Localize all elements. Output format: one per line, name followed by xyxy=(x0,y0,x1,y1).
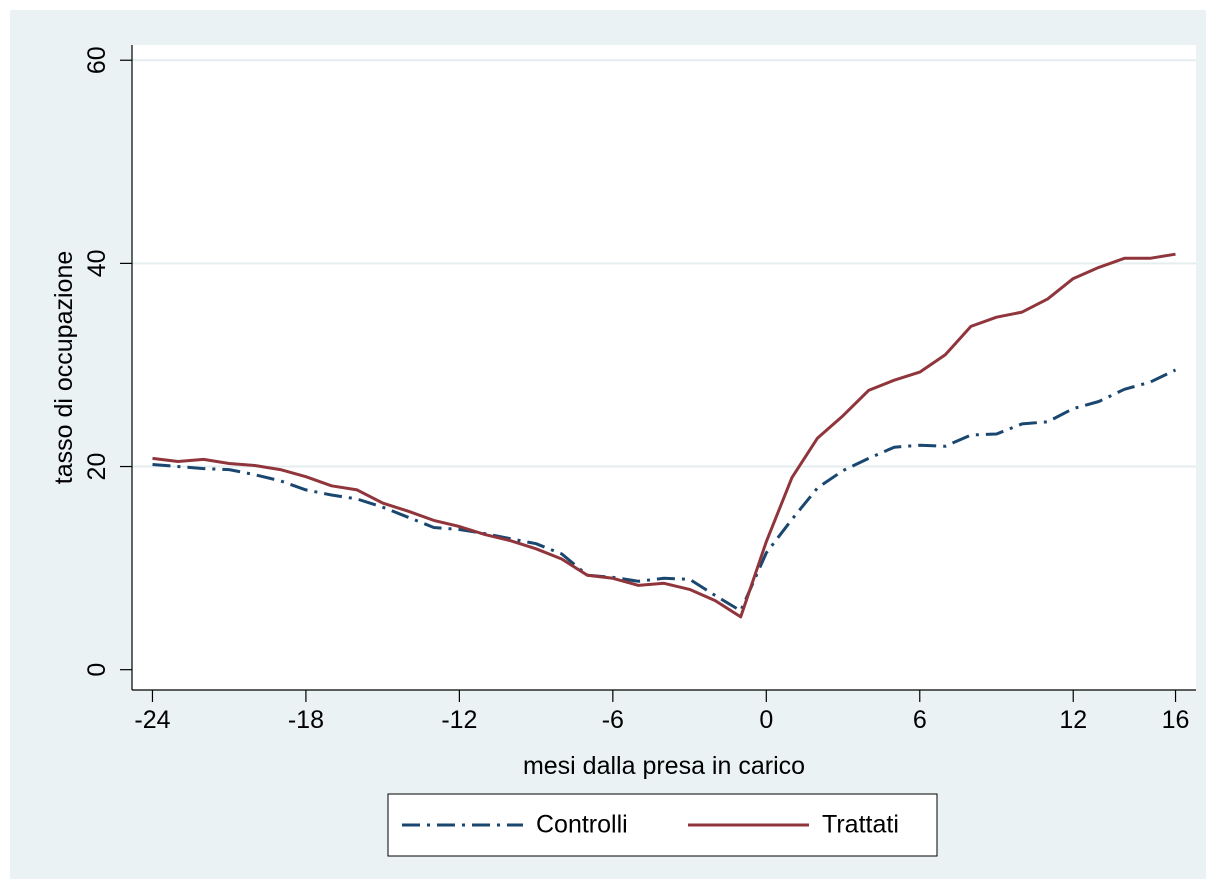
legend: Controlli Trattati xyxy=(387,793,938,857)
gridlines xyxy=(132,59,1196,468)
y-tick-label: 0 xyxy=(83,663,111,677)
legend-label-trattati: Trattati xyxy=(822,811,899,839)
y-tick-label: 60 xyxy=(83,46,111,74)
x-tick-label: 12 xyxy=(1059,706,1087,734)
x-tick-label: -18 xyxy=(288,706,324,734)
legend-label-controlli: Controlli xyxy=(536,811,628,839)
series-line-trattati xyxy=(152,252,1176,619)
y-axis-label: tasso di occupazione xyxy=(50,251,78,484)
series-lines xyxy=(152,252,1177,619)
x-tick-label: -6 xyxy=(602,706,624,734)
axes: 0 20 40 60 -24 -18 -12 -6 0 6 12 16 xyxy=(83,45,1196,734)
x-tick-label: 0 xyxy=(759,706,773,734)
plot-area xyxy=(132,45,1196,690)
x-axis-label: mesi dalla presa in carico xyxy=(523,752,805,780)
series-line-controlli xyxy=(152,368,1177,613)
y-tick-label: 40 xyxy=(83,249,111,277)
x-tick-label: 6 xyxy=(913,706,927,734)
x-tick-label: 16 xyxy=(1162,706,1190,734)
x-tick-label: -24 xyxy=(134,706,170,734)
x-tick-label: -12 xyxy=(441,706,477,734)
y-tick-label: 20 xyxy=(83,453,111,481)
